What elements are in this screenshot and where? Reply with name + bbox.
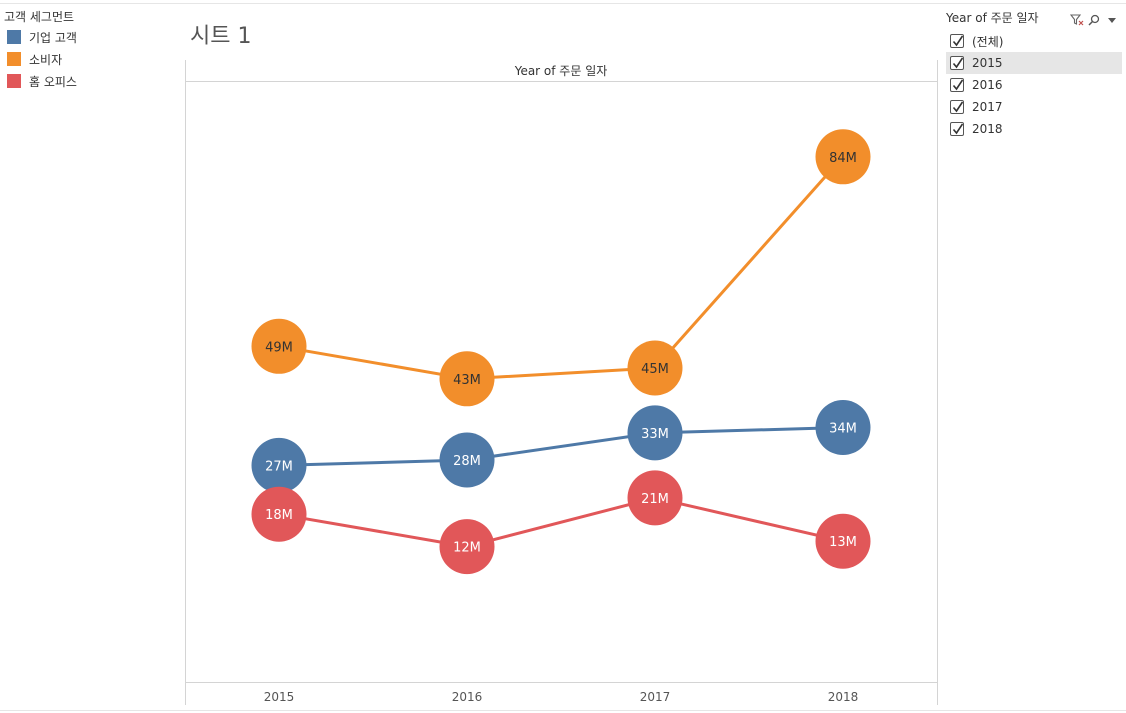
data-label: 28M (453, 454, 481, 469)
data-point (251, 437, 307, 493)
legend-swatch (7, 74, 21, 88)
data-point (815, 400, 871, 455)
series-line (277, 155, 845, 381)
filter-item-2018[interactable]: 2018 (946, 118, 1122, 140)
filter-item-label: 2018 (972, 122, 1003, 136)
data-point (627, 405, 683, 461)
data-label: 84M (829, 151, 857, 166)
data-point (627, 340, 683, 396)
legend-item-home-office[interactable]: 홈 오피스 (4, 70, 154, 92)
filter-item-label: 2017 (972, 100, 1003, 114)
bottom-divider (0, 710, 1126, 711)
data-point (439, 432, 495, 488)
legend-title: 고객 세그먼트 (4, 10, 75, 24)
legend-swatch (7, 30, 21, 44)
column-header-title: Year of 주문 일자 (514, 64, 608, 78)
legend-item-enterprise[interactable]: 기업 고객 (4, 26, 154, 48)
x-tick-label: 2017 (640, 690, 671, 704)
filter-list: (전체) 2015 2016 2017 2018 (946, 30, 1122, 140)
data-point (815, 129, 871, 185)
x-tick-label: 2018 (828, 690, 859, 704)
data-point (815, 513, 871, 569)
filter-item-all[interactable]: (전체) (946, 30, 1122, 52)
data-point (439, 519, 495, 575)
data-point (251, 318, 307, 374)
filter-item-label: 2015 (972, 56, 1003, 70)
filter-item-label: 2016 (972, 78, 1003, 92)
legend-label: 기업 고객 (29, 30, 77, 45)
sheet-title: 시트 1 (190, 24, 252, 49)
filter-clear-icon[interactable] (1069, 11, 1084, 26)
top-divider (0, 3, 1126, 4)
data-label: 45M (641, 362, 669, 377)
filter-item-2016[interactable]: 2016 (946, 74, 1122, 96)
filter-icons (1069, 11, 1118, 26)
year-filter-panel: Year of 주문 일자 (946, 8, 1122, 140)
data-label: 13M (829, 535, 857, 550)
checkbox-checked[interactable] (950, 56, 964, 70)
filter-header: Year of 주문 일자 (946, 8, 1122, 26)
data-label: 43M (453, 373, 481, 388)
color-legend: 고객 세그먼트 기업 고객 소비자 홈 오피스 (4, 8, 154, 92)
filter-item-label: (전체) (972, 34, 1004, 49)
checkbox-checked[interactable] (950, 34, 964, 48)
search-icon[interactable] (1088, 11, 1100, 26)
checkbox-checked[interactable] (950, 122, 964, 136)
legend-label: 소비자 (29, 52, 63, 67)
data-label: 21M (641, 492, 669, 507)
data-point (627, 470, 683, 526)
checkbox-checked[interactable] (950, 78, 964, 92)
data-label: 18M (265, 508, 293, 523)
x-tick-label: 2015 (264, 690, 295, 704)
series-line (277, 496, 845, 549)
data-point (439, 351, 495, 407)
data-label: 34M (829, 422, 857, 437)
legend-label: 홈 오피스 (29, 74, 77, 89)
data-point (251, 486, 307, 542)
series-line (277, 426, 845, 467)
x-tick-label: 2016 (452, 690, 483, 704)
checkbox-checked[interactable] (950, 100, 964, 114)
legend-swatch (7, 52, 21, 66)
legend-item-consumer[interactable]: 소비자 (4, 48, 154, 70)
data-label: 33M (641, 427, 669, 442)
filter-item-2017[interactable]: 2017 (946, 96, 1122, 118)
data-label: 27M (265, 459, 293, 474)
data-label: 49M (265, 340, 293, 355)
dropdown-icon[interactable] (1106, 11, 1118, 23)
filter-title: Year of 주문 일자 (946, 10, 1039, 25)
data-label: 12M (453, 541, 481, 556)
filter-item-2015[interactable]: 2015 (946, 52, 1122, 74)
